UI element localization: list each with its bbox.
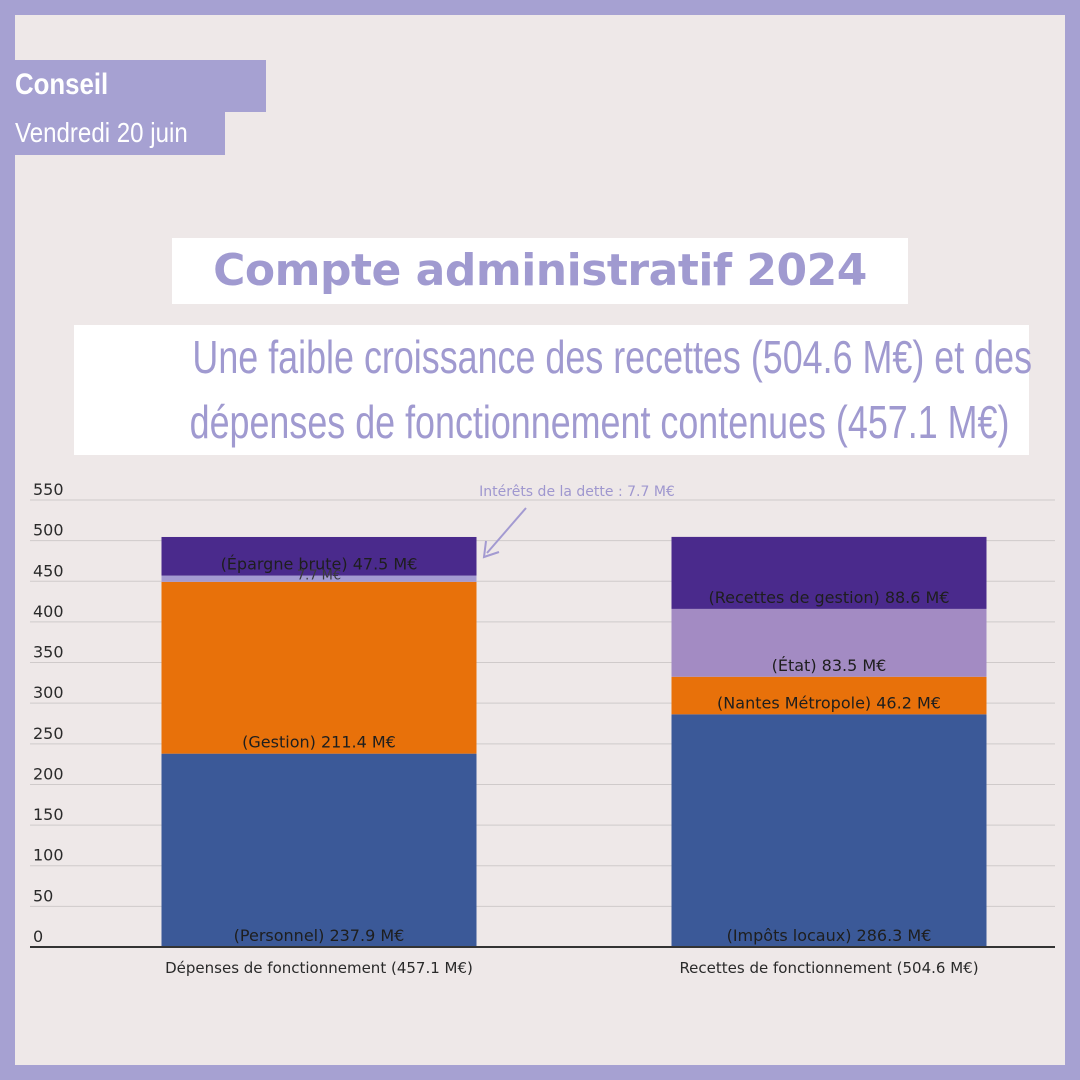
subtitle-line-1: Une faible croissance des recettes (504.… [74, 325, 1032, 390]
y-tick-label-250: 250 [33, 724, 64, 743]
bar-segment--pargne-brute [161, 536, 477, 576]
y-tick-label-200: 200 [33, 764, 64, 783]
segment-label--tat: (État) 83.5 M€ [772, 656, 887, 675]
segment-label-nantes-m-tropole: (Nantes Métropole) 46.2 M€ [717, 693, 941, 712]
bar-segment-gestion [161, 581, 477, 754]
y-tick-label-450: 450 [33, 561, 64, 580]
segment-label--pargne-brute: (Épargne brute) 47.5 M€ [221, 555, 418, 574]
event-date: Vendredi 20 juin [15, 112, 225, 155]
y-tick-label-300: 300 [33, 683, 64, 702]
segment-label-personnel: (Personnel) 237.9 M€ [234, 926, 405, 945]
y-tick-label-400: 400 [33, 602, 64, 621]
y-tick-label-150: 150 [33, 805, 64, 824]
segment-label-gestion: (Gestion) 211.4 M€ [242, 733, 396, 752]
bar-segment--tat [671, 608, 987, 677]
y-tick-label-500: 500 [33, 521, 64, 540]
segment-label-int-r-ts-de-la-dette: 7.7 M€ [297, 569, 341, 584]
y-tick-label-100: 100 [33, 846, 64, 865]
category-label-1: Recettes de fonctionnement (504.6 M€) [679, 959, 978, 977]
page-title: Compte administratif 2024 [172, 238, 908, 304]
bar-segment-personnel [161, 753, 477, 947]
segment-label-recettes-de-gestion: (Recettes de gestion) 88.6 M€ [708, 588, 949, 607]
bar-segment-imp-ts-locaux [671, 714, 987, 947]
bar-segment-nantes-m-tropole [671, 676, 987, 715]
y-tick-label-550: 550 [33, 480, 64, 499]
segment-label-imp-ts-locaux: (Impôts locaux) 286.3 M€ [727, 926, 932, 945]
annotation-arrow-head [482, 540, 500, 559]
bar-segment-recettes-de-gestion [671, 536, 987, 609]
category-label-0: Dépenses de fonctionnement (457.1 M€) [165, 959, 473, 977]
annotation-arrow-line [486, 507, 527, 554]
bar-segment-int-r-ts-de-la-dette [161, 575, 477, 582]
y-tick-label-0: 0 [33, 927, 43, 946]
y-tick-label-350: 350 [33, 643, 64, 662]
subtitle-line-2: dépenses de fonctionnement contenues (45… [74, 390, 1029, 455]
annotation-interets-dette: Intérêts de la dette : 7.7 M€ [479, 484, 675, 500]
y-tick-label-50: 50 [33, 886, 53, 905]
